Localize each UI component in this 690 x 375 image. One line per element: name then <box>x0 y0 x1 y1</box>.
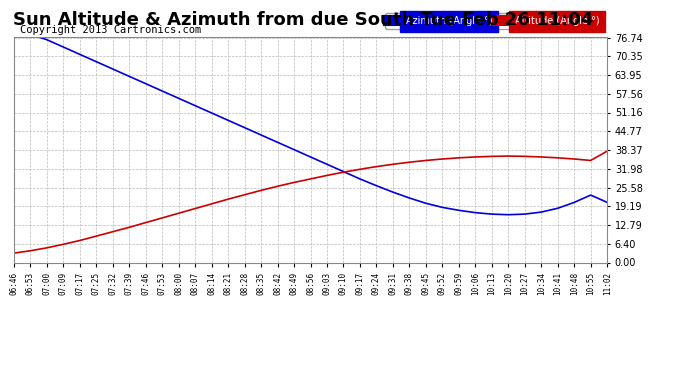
Text: Sun Altitude & Azimuth from due South Tue Feb 26 11:04: Sun Altitude & Azimuth from due South Tu… <box>14 11 593 29</box>
Text: Copyright 2013 Cartronics.com: Copyright 2013 Cartronics.com <box>20 25 201 35</box>
Legend: Azimuth (Angle °), Altitude (Angle °): Azimuth (Angle °), Altitude (Angle °) <box>386 13 602 29</box>
